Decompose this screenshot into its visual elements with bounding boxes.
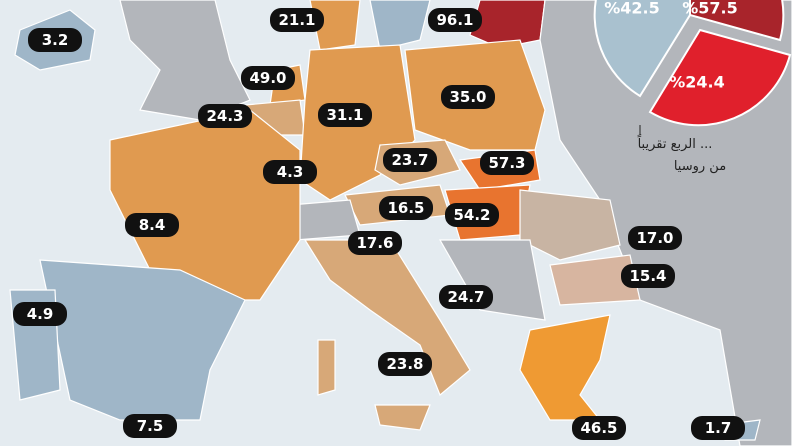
value-label: 17.0 — [636, 229, 673, 247]
value-label: 21.1 — [278, 11, 315, 29]
label-pill — [378, 352, 432, 376]
value-label: 16.5 — [387, 199, 424, 217]
value-label: 24.3 — [206, 107, 243, 125]
label-pill — [241, 66, 295, 90]
value-label: 96.1 — [436, 11, 473, 29]
label-pill — [691, 416, 745, 440]
value-label: 15.4 — [629, 267, 666, 285]
value-label: 8.4 — [139, 216, 166, 234]
note: ... الربع تقريباً — [637, 134, 712, 152]
label-pill — [125, 213, 179, 237]
label-pill — [318, 103, 372, 127]
label-pill — [383, 148, 437, 172]
pie-slice — [689, 0, 785, 42]
label-pill — [270, 8, 324, 32]
value-label: 1.7 — [705, 419, 732, 437]
note: من روسيا — [674, 159, 726, 174]
label-pill — [13, 302, 67, 326]
romania — [519, 189, 621, 261]
label-pill — [439, 285, 493, 309]
sweden — [369, 0, 431, 51]
label-pill — [379, 196, 433, 220]
value-label: 23.7 — [391, 151, 428, 169]
sardinia — [317, 339, 336, 396]
label-pill — [123, 414, 177, 438]
value-label: 3.2 — [42, 31, 69, 49]
value-label: 54.2 — [453, 206, 490, 224]
value-label: 4.9 — [27, 305, 54, 323]
pie-label: %42.5 — [604, 0, 660, 18]
label-pill — [263, 160, 317, 184]
greece — [519, 314, 611, 421]
value-label: 7.5 — [137, 417, 164, 435]
label-pill — [628, 226, 682, 250]
value-label: 57.3 — [488, 154, 525, 172]
pie-slice — [593, 0, 691, 98]
denmark — [309, 0, 361, 51]
spain — [39, 259, 246, 421]
labels: 3.2 21.1 96.1 49.0 24.3 31.1 35.0 23.7 57.3 4.3 16… — [13, 8, 745, 440]
value-label: 31.1 — [326, 106, 363, 124]
label-pill — [480, 151, 534, 175]
value-label: 35.0 — [449, 88, 486, 106]
label-pill — [445, 203, 499, 227]
value-label: 24.7 — [447, 288, 484, 306]
value-label: 23.8 — [386, 355, 423, 373]
value-label: 46.5 — [580, 419, 617, 437]
pie-label: %57.5 — [682, 0, 738, 18]
sicily — [374, 404, 431, 431]
label-pill — [428, 8, 482, 32]
bulgaria — [549, 254, 641, 306]
pie-label: %24.4 — [669, 73, 725, 92]
value-label: 4.3 — [277, 163, 304, 181]
value-label: 17.6 — [356, 234, 393, 252]
pie-slice — [648, 28, 792, 127]
label-pill — [28, 28, 82, 52]
value-label: 49.0 — [249, 69, 286, 87]
france — [109, 109, 301, 301]
pie: %42.5 %57.5 %24.4 ... الربع تقريباً من ر… — [593, 0, 792, 174]
label-pill — [198, 104, 252, 128]
label-pill — [572, 416, 626, 440]
label-pill — [621, 264, 675, 288]
label-pill — [441, 85, 495, 109]
label-pill — [348, 231, 402, 255]
